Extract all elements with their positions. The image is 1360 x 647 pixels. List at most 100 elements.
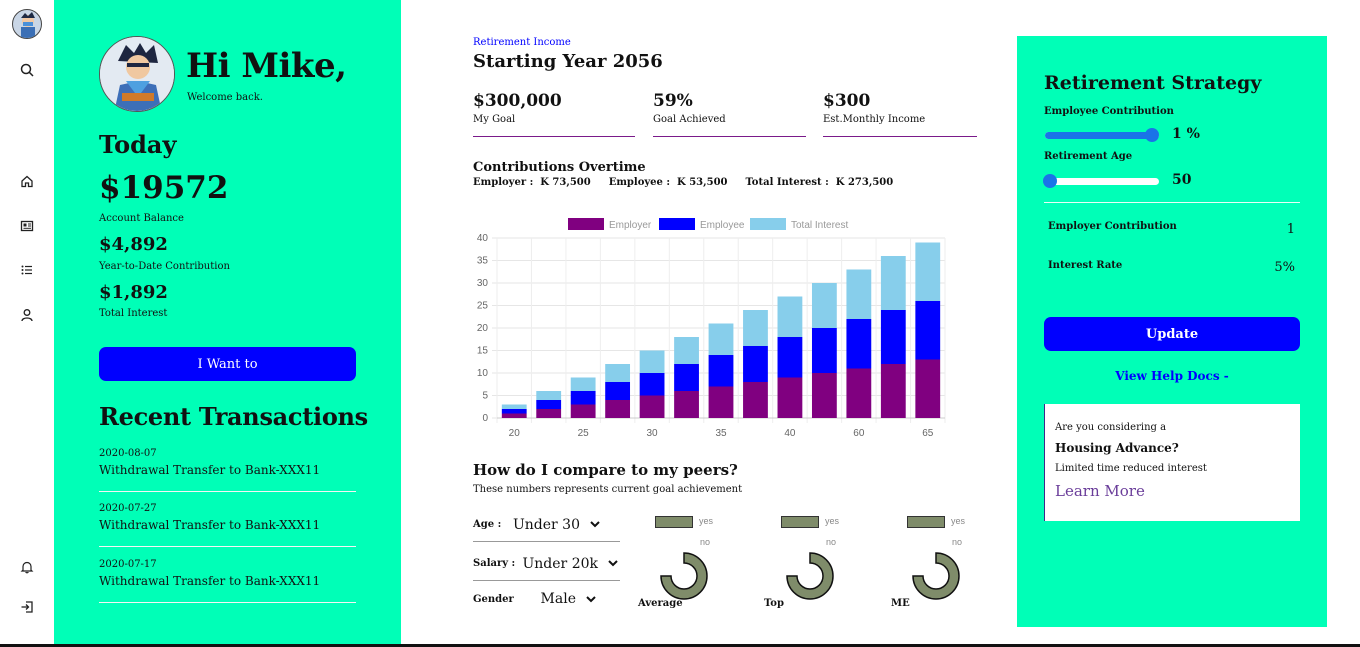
gender-filter: Gender Male — [473, 582, 620, 616]
promo-line1: Are you considering a — [1055, 422, 1167, 433]
retirement-age-label: Retirement Age — [1044, 151, 1133, 162]
bar — [811, 283, 837, 328]
legend-yes: yes — [825, 516, 840, 526]
monthly-income-stat: $300 Est.Monthly Income — [823, 91, 977, 137]
bell-icon[interactable] — [17, 557, 37, 577]
legend-swatch — [659, 218, 695, 230]
x-tick-label: 30 — [647, 428, 659, 439]
ytd-contribution-label: Year-to-Date Contribution — [99, 261, 230, 272]
bar — [777, 296, 803, 337]
user-avatar-small[interactable] — [12, 9, 42, 39]
legend-yes: yes — [699, 516, 714, 526]
x-tick-label: 35 — [715, 428, 727, 439]
bottom-border — [0, 644, 1360, 647]
legend-no: no — [952, 537, 963, 547]
bar — [743, 382, 768, 418]
promo-title: Housing Advance? — [1055, 441, 1179, 455]
bar — [639, 373, 665, 396]
transaction-title: Withdrawal Transfer to Bank-XXX11 — [99, 518, 321, 532]
strategy-panel: Retirement Strategy Employee Contributio… — [1017, 36, 1327, 627]
y-tick-label: 5 — [482, 391, 488, 402]
retirement-age-slider[interactable] — [1042, 174, 1159, 188]
goal-label: My Goal — [473, 114, 516, 125]
bar — [915, 359, 941, 418]
donut-chart — [786, 552, 834, 600]
bar — [880, 364, 906, 418]
help-docs-link[interactable]: View Help Docs - — [1115, 369, 1229, 383]
learn-more-link[interactable]: Learn More — [1055, 482, 1145, 500]
legend-label: Total Interest — [791, 220, 848, 231]
goal-achieved-stat: 59% Goal Achieved — [653, 91, 806, 137]
account-panel: Hi Mike, Welcome back. Today $19572 Acco… — [54, 0, 401, 645]
home-icon[interactable] — [17, 171, 37, 191]
y-tick-label: 0 — [482, 413, 488, 424]
salary-filter: Salary : Under 20k — [473, 547, 620, 581]
contributions-summary: Employer : K 73,500 Employee : K 53,500 … — [473, 177, 893, 188]
monthly-income-label: Est.Monthly Income — [823, 114, 926, 125]
transaction-date: 2020-07-27 — [99, 503, 157, 514]
slider-handle[interactable] — [1145, 128, 1160, 142]
monthly-income-value: $300 — [823, 91, 871, 111]
y-tick-label: 20 — [477, 323, 489, 334]
legend-swatch — [781, 516, 819, 528]
divider — [1044, 202, 1300, 203]
peer-label: ME — [891, 598, 910, 609]
chevron-down-icon — [608, 560, 618, 567]
employer-value: K 73,500 — [540, 177, 591, 188]
user-icon[interactable] — [17, 305, 37, 325]
employee-contribution-label: Employee Contribution — [1044, 106, 1174, 117]
avatar[interactable] — [99, 36, 175, 112]
bar — [915, 301, 941, 360]
legend-swatch — [655, 516, 693, 528]
salary-filter-label: Salary : — [473, 558, 516, 569]
peer-top: yes no Top — [763, 513, 853, 613]
salary-select[interactable]: Under 20k — [522, 556, 618, 572]
gender-select[interactable]: Male — [541, 591, 596, 607]
legend-swatch — [750, 218, 786, 230]
bar — [708, 355, 734, 387]
bar — [880, 256, 906, 310]
housing-advance-promo: Are you considering a Housing Advance? L… — [1044, 404, 1300, 521]
transaction-date: 2020-08-07 — [99, 448, 157, 459]
bar — [570, 391, 596, 405]
goal-value: $300,000 — [473, 91, 562, 111]
legend-swatch — [568, 218, 604, 230]
legend-swatch — [907, 516, 945, 528]
bar — [674, 337, 699, 364]
news-icon[interactable] — [17, 216, 37, 236]
greeting: Hi Mike, — [186, 46, 347, 86]
bar — [846, 269, 872, 319]
retirement-age-value: 50 — [1172, 172, 1192, 188]
bar — [811, 373, 837, 418]
update-button[interactable]: Update — [1044, 317, 1300, 351]
bar — [639, 395, 665, 418]
search-icon[interactable] — [17, 60, 37, 80]
slider-handle[interactable] — [1042, 174, 1057, 188]
y-tick-label: 35 — [477, 256, 489, 267]
peer-average: yes no Average — [637, 513, 727, 613]
bar — [605, 400, 631, 418]
legend-yes: yes — [951, 516, 966, 526]
list-item[interactable]: 2020-07-17 Withdrawal Transfer to Bank-X… — [99, 559, 356, 603]
total-interest: $1,892 — [99, 282, 168, 303]
list-item[interactable]: 2020-07-27 Withdrawal Transfer to Bank-X… — [99, 503, 356, 547]
slider-fill — [1045, 132, 1153, 139]
today-heading: Today — [99, 130, 177, 159]
strategy-title: Retirement Strategy — [1044, 72, 1262, 94]
age-select[interactable]: Under 30 — [513, 517, 600, 533]
bar — [846, 319, 872, 369]
bar — [846, 368, 872, 418]
employee-value: K 53,500 — [677, 177, 728, 188]
employee-contribution-slider[interactable] — [1045, 128, 1160, 142]
bar — [743, 310, 768, 346]
list-item[interactable]: 2020-08-07 Withdrawal Transfer to Bank-X… — [99, 448, 356, 492]
chevron-down-icon — [586, 595, 596, 602]
x-tick-label: 40 — [784, 428, 796, 439]
bar — [501, 409, 527, 414]
y-tick-label: 10 — [477, 368, 489, 379]
i-want-to-button[interactable]: I Want to — [99, 347, 356, 381]
donut-chart — [912, 552, 960, 600]
list-icon[interactable] — [17, 260, 37, 280]
age-filter: Age : Under 30 — [473, 508, 620, 542]
logout-icon[interactable] — [17, 597, 37, 617]
